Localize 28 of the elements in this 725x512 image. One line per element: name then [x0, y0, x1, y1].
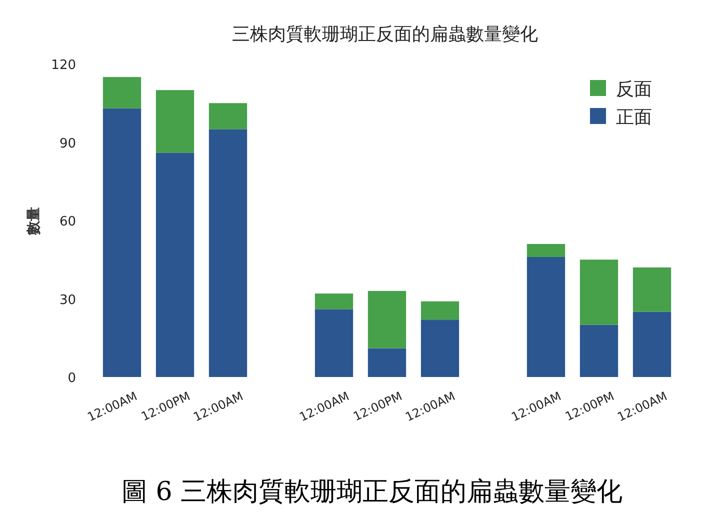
caption: 圖 6 三株肉質軟珊瑚正反面的扁蟲數量變化	[121, 477, 623, 507]
y-axis-title: 數量	[26, 207, 42, 236]
y-tick-label: 120	[51, 58, 76, 73]
bar	[526, 257, 566, 377]
bar	[580, 324, 618, 377]
bar	[208, 103, 248, 130]
bar	[368, 348, 406, 377]
y-tick-label: 30	[59, 292, 76, 308]
bar	[580, 260, 618, 325]
bar	[102, 77, 142, 108]
bar	[156, 90, 194, 153]
bar	[156, 152, 194, 377]
y-tick-label: 60	[59, 214, 76, 230]
bar	[420, 301, 460, 320]
bar	[314, 309, 354, 377]
y-tick-label: 0	[68, 371, 76, 386]
bar	[632, 312, 672, 377]
chart-title: 三株肉質軟珊瑚正反面的扁蟲數量變化	[232, 24, 538, 45]
legend-label: 正面	[616, 107, 652, 128]
bar	[102, 108, 142, 377]
bar	[420, 320, 460, 377]
y-tick-label: 90	[59, 136, 76, 152]
bar	[526, 244, 566, 258]
bar	[314, 294, 354, 310]
bar	[208, 129, 248, 377]
legend-label: 反面	[616, 79, 652, 100]
bar	[632, 267, 672, 312]
bar	[368, 290, 406, 348]
